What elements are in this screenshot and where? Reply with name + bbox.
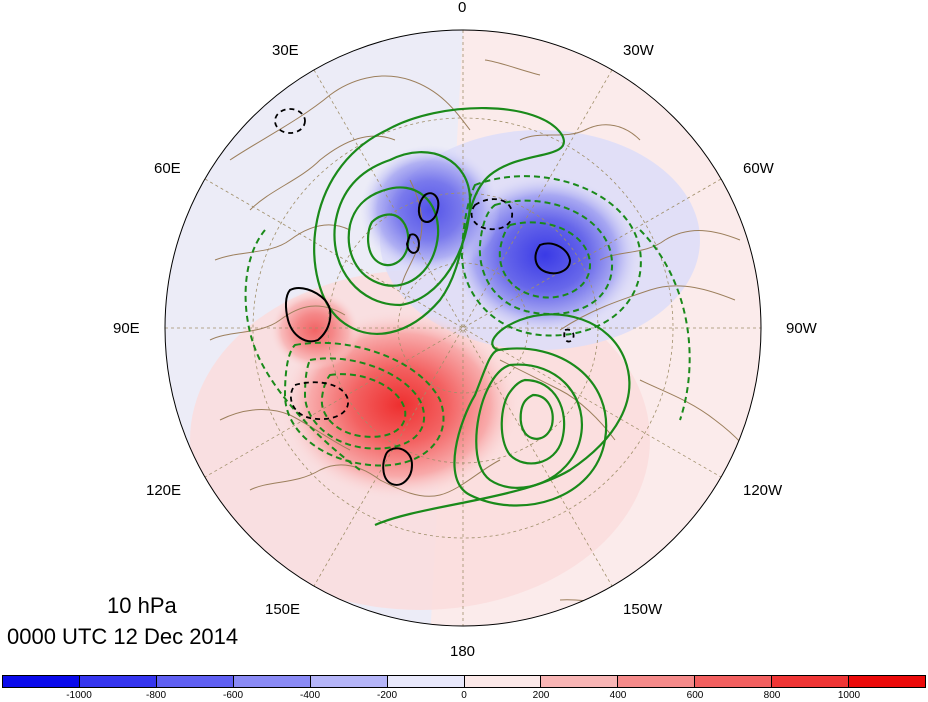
globe-fill — [165, 30, 761, 626]
colorbar-tick-label: -200 — [376, 690, 398, 701]
colorbar-cell — [618, 676, 696, 687]
colorbar-cell — [464, 676, 542, 687]
colorbar-cell — [387, 676, 465, 687]
lon-label-120e: 120E — [146, 482, 182, 499]
colorbar-tick-label: -600 — [222, 690, 244, 701]
lon-label-0: 0 — [458, 0, 467, 16]
colorbar-tick-label: -1000 — [66, 690, 92, 701]
lon-label-90e: 90E — [113, 320, 140, 337]
colorbar-cell — [695, 676, 773, 687]
zero-contours-dashed — [274, 108, 575, 420]
lon-label-180: 180 — [450, 643, 476, 660]
lon-label-90w: 90W — [786, 320, 817, 337]
colorbar-tick-label: 1000 — [837, 690, 861, 701]
colorbar-cell — [541, 676, 619, 687]
lon-label-30w: 30W — [623, 42, 654, 59]
colorbar-tick-label: -800 — [145, 690, 167, 701]
colorbar-cell — [79, 676, 157, 687]
lon-label-150e: 150E — [265, 601, 301, 618]
colorbar-tick-label: 200 — [532, 690, 550, 701]
globe-outline — [164, 29, 762, 627]
colorbar-cell — [233, 676, 311, 687]
colorbar-cell — [156, 676, 234, 687]
negative-contours — [244, 175, 691, 471]
colorbar-cell — [3, 676, 80, 687]
positive-anomaly-north — [270, 290, 360, 370]
lon-label-30e: 30E — [272, 42, 299, 59]
pressure-level-title: 10 hPa — [107, 593, 177, 618]
colorbar-tick-label: 800 — [763, 690, 781, 701]
colorbar-tick-label: 600 — [686, 690, 704, 701]
lon-label-120w: 120W — [743, 482, 783, 499]
positive-contours — [313, 107, 631, 527]
colorbar-cell — [310, 676, 388, 687]
colorbar-cell — [849, 676, 926, 687]
zero-contours — [284, 192, 572, 486]
lon-label-60e: 60E — [154, 160, 181, 177]
lon-label-60w: 60W — [743, 160, 774, 177]
valid-time-title: 0000 UTC 12 Dec 2014 — [7, 624, 239, 649]
colorbar-tick-label: 400 — [609, 690, 627, 701]
lon-label-150w: 150W — [623, 601, 663, 618]
colorbar-tick-label: 0 — [461, 690, 467, 701]
colorbar-cell — [772, 676, 850, 687]
colorbar-tick-label: -400 — [299, 690, 321, 701]
colorbar — [2, 675, 926, 688]
